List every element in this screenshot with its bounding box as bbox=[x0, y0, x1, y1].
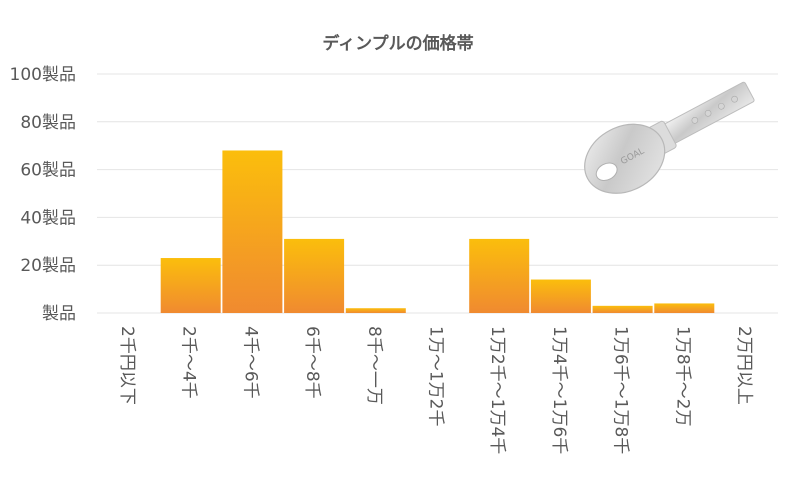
x-tick-label: 1万4千～1万6千 bbox=[549, 326, 569, 454]
x-tick-label: 1万8千～2万 bbox=[672, 326, 692, 426]
x-tick-label: 1万2千～1万4千 bbox=[487, 326, 507, 454]
x-tick-label: 4千～6千 bbox=[240, 326, 260, 399]
bar bbox=[222, 150, 283, 313]
bar bbox=[284, 238, 345, 313]
bar bbox=[469, 238, 530, 313]
bars bbox=[160, 150, 715, 313]
bar bbox=[160, 258, 221, 313]
bar bbox=[654, 303, 715, 313]
x-tick-label: 2千円以下 bbox=[117, 326, 137, 405]
x-axis-labels: 2千円以下 2千～4千 4千～6千 6千～8千 8千～一万 1万～1万2千 1万2千～1万4… bbox=[117, 326, 754, 454]
y-tick-label: 80製品 bbox=[20, 113, 76, 133]
bar bbox=[345, 308, 406, 313]
bar bbox=[592, 305, 653, 313]
x-tick-label: 1万6千～1万8千 bbox=[611, 326, 631, 454]
chart-title: ディンプルの価格帯 bbox=[322, 33, 473, 54]
x-tick-label: 6千～8千 bbox=[302, 326, 322, 399]
bar bbox=[530, 279, 591, 313]
x-tick-label: 1万～1万2千 bbox=[426, 326, 446, 426]
y-axis-labels: 製品 20製品 40製品 60製品 80製品 100製品 bbox=[10, 65, 76, 324]
x-tick-label: 2万円以上 bbox=[734, 326, 754, 405]
x-tick-label: 2千～4千 bbox=[179, 326, 199, 399]
dimple-key-image: GOAL bbox=[584, 81, 755, 194]
y-tick-label: 100製品 bbox=[10, 65, 76, 85]
x-tick-label: 8千～一万 bbox=[364, 326, 384, 405]
y-tick-label: 40製品 bbox=[20, 208, 76, 228]
y-tick-label: 20製品 bbox=[20, 256, 76, 276]
y-tick-label: 60製品 bbox=[20, 161, 76, 181]
y-tick-label: 製品 bbox=[42, 304, 76, 324]
